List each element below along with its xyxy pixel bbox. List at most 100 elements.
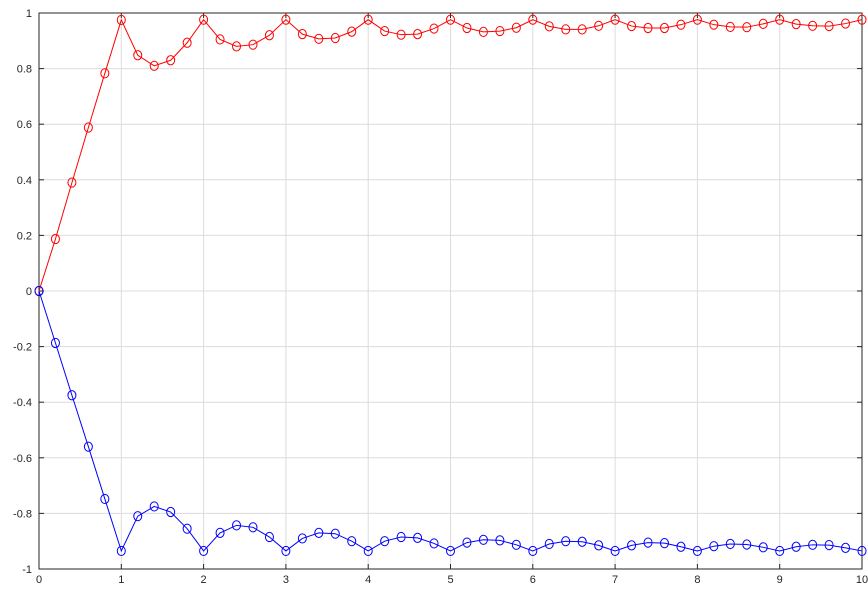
data-point-s0-26 <box>462 22 472 34</box>
data-point-s1-46 <box>791 541 801 552</box>
data-point-s1-42 <box>725 538 735 550</box>
data-point-s0-50 <box>857 14 867 25</box>
data-point-s0-42 <box>725 21 735 32</box>
data-point-s1-30 <box>528 545 538 557</box>
data-point-s0-10 <box>199 14 209 25</box>
data-point-s0-14 <box>264 30 274 41</box>
data-point-s0-9 <box>182 37 192 48</box>
data-point-s0-30 <box>528 14 538 25</box>
data-point-s0-24 <box>429 23 439 34</box>
data-point-s0-34 <box>594 20 604 31</box>
data-point-s1-35 <box>610 545 620 557</box>
data-point-s1-21 <box>380 536 390 547</box>
x-tick-label-4: 4 <box>365 574 371 586</box>
data-point-s0-29 <box>511 22 521 33</box>
data-point-s1-43 <box>742 539 752 550</box>
data-point-s0-18 <box>330 32 340 44</box>
data-point-s0-17 <box>314 33 324 44</box>
data-point-s1-24 <box>429 538 439 549</box>
y-tick-label-2: -0.6 <box>13 453 32 465</box>
data-point-s1-22 <box>396 531 406 543</box>
data-point-s0-32 <box>561 24 571 35</box>
series-layer <box>34 14 867 557</box>
data-point-s0-20 <box>363 14 373 25</box>
data-point-s1-20 <box>363 545 373 557</box>
data-point-s0-45 <box>775 14 785 25</box>
data-point-s0-40 <box>692 14 702 25</box>
data-point-s1-41 <box>709 541 719 552</box>
data-point-s0-27 <box>478 26 488 38</box>
data-point-s0-16 <box>297 29 307 40</box>
x-tick-label-5: 5 <box>447 574 453 586</box>
x-tick-label-3: 3 <box>283 574 289 586</box>
x-tick-label-2: 2 <box>201 574 207 586</box>
data-point-s0-28 <box>495 25 505 37</box>
y-tick-label-8: 0.6 <box>17 119 32 131</box>
data-point-s1-4 <box>100 493 110 505</box>
y-tick-label-0: -1 <box>22 564 32 576</box>
y-tick-label-5: 0 <box>26 286 32 298</box>
data-point-s1-28 <box>495 535 505 546</box>
y-tick-label-10: 1 <box>26 8 32 20</box>
data-point-s1-19 <box>347 536 357 547</box>
data-point-s0-7 <box>149 60 159 71</box>
data-point-s0-44 <box>758 18 768 29</box>
data-point-s0-35 <box>610 14 620 25</box>
data-point-s1-39 <box>676 541 686 552</box>
data-point-s0-46 <box>791 19 801 30</box>
x-tick-label-6: 6 <box>530 574 536 586</box>
data-point-s0-21 <box>380 25 390 37</box>
x-tick-label-1: 1 <box>118 574 124 586</box>
data-point-s0-48 <box>824 20 834 32</box>
data-point-s0-49 <box>841 18 851 29</box>
data-point-s1-45 <box>775 545 785 557</box>
data-point-s0-1 <box>50 233 60 245</box>
data-point-s1-1 <box>50 337 60 349</box>
data-point-s0-33 <box>577 24 587 35</box>
x-tick-label-8: 8 <box>694 574 700 586</box>
data-point-s0-36 <box>627 20 637 32</box>
data-point-s1-50 <box>857 545 867 557</box>
data-point-s1-49 <box>841 542 851 553</box>
data-point-s1-7 <box>149 501 159 512</box>
data-point-s1-15 <box>281 545 291 557</box>
data-point-s1-25 <box>446 545 455 557</box>
data-point-s1-8 <box>166 506 176 518</box>
x-tick-label-7: 7 <box>612 574 618 586</box>
data-point-s0-3 <box>83 122 93 133</box>
data-point-s0-11 <box>215 34 225 45</box>
data-point-s1-13 <box>248 522 258 533</box>
data-point-s1-17 <box>314 527 324 538</box>
data-point-s0-6 <box>133 50 143 61</box>
tick-labels: 0 1 2 3 4 5 6 7 8 9 10 -1 -0.8 -0.6 -0.4 -0.2 0 0.2 0.4 0.6… <box>13 8 868 586</box>
data-point-s1-10 <box>199 545 209 557</box>
data-point-s1-16 <box>297 533 307 544</box>
data-point-s1-6 <box>133 511 143 522</box>
data-point-s1-33 <box>577 536 587 547</box>
data-point-s0-15 <box>281 14 291 25</box>
data-point-s1-38 <box>659 538 669 549</box>
data-point-s1-18 <box>330 528 340 539</box>
data-point-s0-25 <box>446 14 455 25</box>
data-point-s1-2 <box>67 390 77 401</box>
data-point-s0-37 <box>643 22 653 34</box>
data-point-s1-27 <box>478 534 488 545</box>
data-point-s0-13 <box>248 39 258 50</box>
data-point-s1-0 <box>34 285 44 297</box>
data-point-s1-47 <box>808 539 818 550</box>
series-0 <box>34 14 867 297</box>
data-point-s0-2 <box>67 177 77 188</box>
data-point-s1-31 <box>544 538 554 550</box>
data-point-s0-4 <box>100 68 110 79</box>
data-point-s0-38 <box>659 22 669 34</box>
data-point-s0-22 <box>396 29 406 40</box>
data-point-s1-12 <box>232 520 242 531</box>
x-tick-label-10: 10 <box>856 574 868 586</box>
data-point-s1-44 <box>758 542 768 553</box>
data-point-s1-14 <box>264 531 274 543</box>
series-1 <box>34 285 867 557</box>
y-tick-label-6: 0.2 <box>17 230 32 242</box>
data-point-s0-5 <box>116 14 126 26</box>
